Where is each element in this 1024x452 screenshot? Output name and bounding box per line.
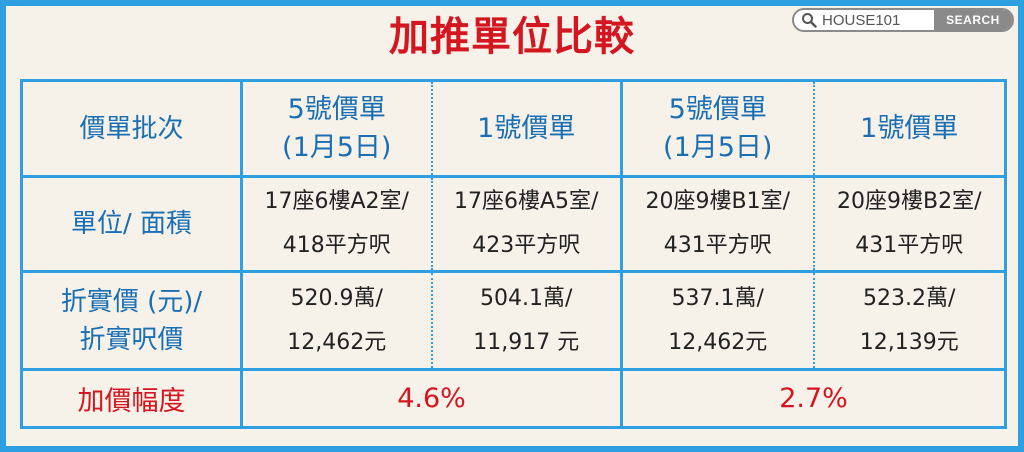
row-label-increase: 加價幅度	[20, 368, 243, 429]
unit-cell: 17座6樓A5室/ 423平方呎	[430, 175, 623, 273]
price-cell: 537.1萬/ 12,462元	[620, 270, 815, 371]
header-cell-line2: (1月5日)	[663, 131, 773, 163]
row-label-batch: 價單批次	[20, 79, 243, 178]
header-row: 價單批次 5號價單 (1月5日) 1號價單 5號價單 (1月5日) 1號價單	[20, 79, 1007, 178]
header-cell-line1: 5號價單	[668, 93, 767, 125]
price-cell-line2: 12,139元	[859, 329, 959, 355]
comparison-table: 價單批次 5號價單 (1月5日) 1號價單 5號價單 (1月5日) 1號價單 單…	[20, 79, 1007, 429]
row-label-price: 折實價 (元)/ 折實呎價	[20, 270, 243, 371]
unit-cell-line2: 423平方呎	[472, 233, 581, 258]
unit-cell-line1: 17座6樓A2室/	[264, 189, 409, 214]
unit-cell: 20座9樓B2室/ 431平方呎	[812, 175, 1007, 273]
increase-value: 2.7%	[620, 368, 1007, 429]
row-label-unit: 單位/ 面積	[20, 175, 243, 273]
price-cell: 523.2萬/ 12,139元	[812, 270, 1007, 371]
price-cell-line1: 537.1萬/	[671, 285, 764, 311]
header-cell-line2: (1月5日)	[282, 131, 392, 163]
price-cell: 504.1萬/ 11,917 元	[430, 270, 623, 371]
increase-row: 加價幅度 4.6% 2.7%	[20, 368, 1007, 429]
unit-cell-line2: 431平方呎	[663, 233, 772, 258]
price-cell-line1: 523.2萬/	[863, 285, 956, 311]
header-cell: 1號價單	[430, 79, 623, 178]
price-cell-line2: 12,462元	[668, 329, 768, 355]
price-cell-line1: 520.9萬/	[290, 285, 383, 311]
price-row: 折實價 (元)/ 折實呎價 520.9萬/ 12,462元 504.1萬/ 11…	[20, 270, 1007, 371]
unit-cell-line2: 418平方呎	[282, 233, 391, 258]
price-cell-line2: 12,462元	[287, 329, 387, 355]
row-label-price-line1: 折實價 (元)/	[60, 286, 203, 317]
unit-cell: 17座6樓A2室/ 418平方呎	[240, 175, 433, 273]
price-cell-line1: 504.1萬/	[480, 285, 573, 311]
header-cell: 5號價單 (1月5日)	[240, 79, 433, 178]
search-button[interactable]: SEARCH	[934, 10, 1012, 30]
page-title: 加推單位比較	[389, 14, 635, 60]
unit-cell: 20座9樓B1室/ 431平方呎	[620, 175, 815, 273]
unit-cell-line1: 17座6樓A5室/	[454, 189, 599, 214]
header-cell-line1: 5號價單	[287, 93, 386, 125]
price-cell-line2: 11,917 元	[473, 329, 580, 355]
header-cell-line1: 1號價單	[477, 112, 576, 144]
row-label-price-line2: 折實呎價	[79, 324, 184, 355]
search-icon[interactable]	[798, 10, 820, 30]
unit-cell-line1: 20座9樓B2室/	[837, 189, 982, 214]
price-cell: 520.9萬/ 12,462元	[240, 270, 433, 371]
header-cell-line1: 1號價單	[860, 112, 959, 144]
header-cell: 5號價單 (1月5日)	[620, 79, 815, 178]
unit-cell-line1: 20座9樓B1室/	[645, 189, 791, 214]
increase-value: 4.6%	[240, 368, 623, 429]
header-cell: 1號價單	[812, 79, 1007, 178]
search-bar[interactable]: HOUSE101 SEARCH	[792, 8, 1014, 32]
unit-row: 單位/ 面積 17座6樓A2室/ 418平方呎 17座6樓A5室/ 423平方呎…	[20, 175, 1007, 273]
search-brand-text: HOUSE101	[822, 11, 901, 29]
unit-cell-line2: 431平方呎	[855, 233, 964, 258]
